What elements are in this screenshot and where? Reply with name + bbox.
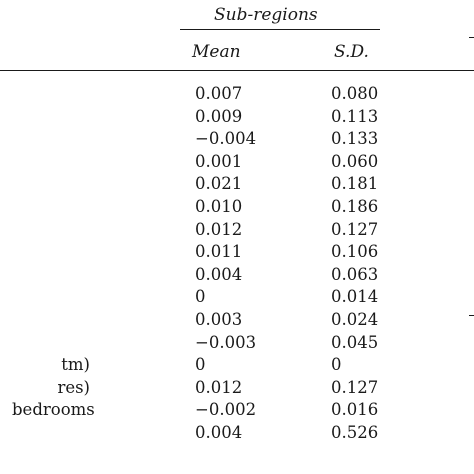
group-header-sub-regions: Sub-regions [214, 5, 318, 25]
sd-value: 0.014 [331, 287, 379, 306]
mean-value: 0.009 [195, 107, 243, 126]
sd-value: 0.063 [331, 265, 379, 284]
mean-value: 0.012 [195, 220, 243, 239]
header-bottom-rule [0, 70, 474, 72]
mean-value: −0.004 [195, 129, 257, 148]
sd-value: 0.186 [331, 197, 379, 216]
mean-value: 0.021 [195, 174, 243, 193]
mean-value: 0.003 [195, 310, 243, 329]
row-label: bedrooms [12, 400, 95, 419]
next-group-rule-fragment [469, 37, 474, 39]
sd-value: 0.526 [331, 423, 379, 442]
mean-value: 0.011 [195, 242, 243, 261]
mean-value: −0.002 [195, 400, 257, 419]
sd-value: 0.113 [331, 107, 379, 126]
mean-value: 0.004 [195, 423, 243, 442]
column-header-mean: Mean [192, 42, 241, 62]
mean-value: 0.004 [195, 265, 243, 284]
sd-value: 0.127 [331, 378, 379, 397]
sd-value: 0.106 [331, 242, 379, 261]
sd-value: 0.181 [331, 174, 379, 193]
sd-value: 0 [331, 355, 342, 374]
sd-value: 0.045 [331, 333, 379, 352]
mean-value: −0.003 [195, 333, 257, 352]
sd-value: 0.127 [331, 220, 379, 239]
sd-value: 0.060 [331, 152, 379, 171]
mean-value: 0.012 [195, 378, 243, 397]
sd-value: 0.024 [331, 310, 379, 329]
sd-value: 0.080 [331, 84, 379, 103]
mean-value: 0.001 [195, 152, 243, 171]
next-group-row-fragment [469, 315, 474, 317]
row-label: tm) [61, 355, 90, 374]
column-header-sd: S.D. [334, 42, 369, 62]
group-header-rule [180, 29, 380, 31]
sd-value: 0.016 [331, 400, 379, 419]
mean-value: 0 [195, 287, 206, 306]
mean-value: 0.010 [195, 197, 243, 216]
mean-value: 0 [195, 355, 206, 374]
row-label: res) [57, 378, 90, 397]
mean-value: 0.007 [195, 84, 243, 103]
sd-value: 0.133 [331, 129, 379, 148]
